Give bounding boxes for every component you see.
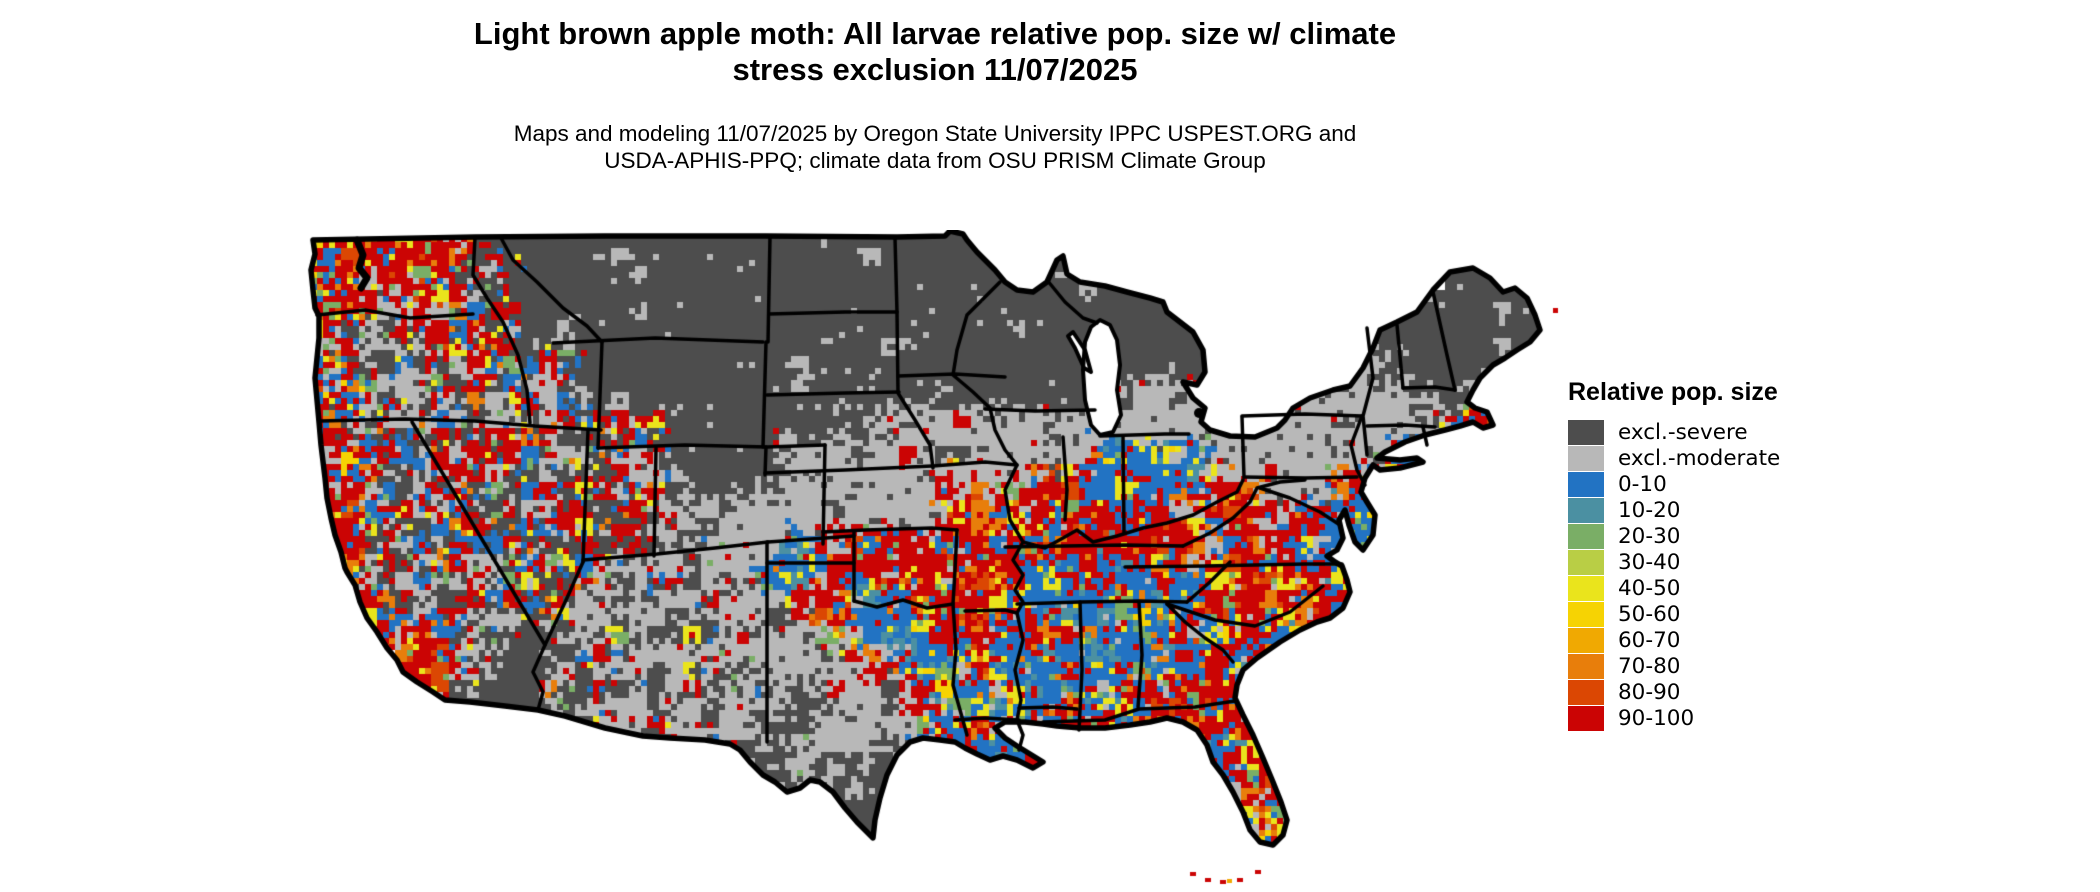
legend-label: 0-10 xyxy=(1618,471,1667,497)
map-credits-line2: USDA-APHIS-PPQ; climate data from OSU PR… xyxy=(604,148,1266,173)
legend-label: 90-100 xyxy=(1618,705,1695,731)
legend-label: 40-50 xyxy=(1618,575,1681,601)
legend-swatch xyxy=(1568,575,1604,601)
legend-label: 10-20 xyxy=(1618,497,1681,523)
legend-row: 30-40 xyxy=(1568,549,1868,575)
legend-row: 80-90 xyxy=(1568,679,1868,705)
map-title: Light brown apple moth: All larvae relat… xyxy=(0,16,1870,88)
us-risk-map xyxy=(305,230,1565,890)
legend-row: 90-100 xyxy=(1568,705,1868,731)
legend-row: 0-10 xyxy=(1568,471,1868,497)
legend-row: 20-30 xyxy=(1568,523,1868,549)
legend-label: 60-70 xyxy=(1618,627,1681,653)
legend-row: 70-80 xyxy=(1568,653,1868,679)
legend-swatch xyxy=(1568,653,1604,679)
map-credits-line1: Maps and modeling 11/07/2025 by Oregon S… xyxy=(513,121,1357,146)
legend-swatch xyxy=(1568,549,1604,575)
map-credits: Maps and modeling 11/07/2025 by Oregon S… xyxy=(0,120,1870,174)
legend-row: 40-50 xyxy=(1568,575,1868,601)
map-title-line1: Light brown apple moth: All larvae relat… xyxy=(473,16,1397,51)
legend-label: excl.-severe xyxy=(1618,419,1748,445)
legend-swatch xyxy=(1568,419,1604,445)
legend-row: 10-20 xyxy=(1568,497,1868,523)
legend-row: 50-60 xyxy=(1568,601,1868,627)
legend-label: 80-90 xyxy=(1618,679,1681,705)
map-title-line2: stress exclusion 11/07/2025 xyxy=(732,52,1138,87)
legend-label: excl.-moderate xyxy=(1618,445,1781,471)
legend-row: 60-70 xyxy=(1568,627,1868,653)
legend-swatch xyxy=(1568,705,1604,731)
legend-label: 20-30 xyxy=(1618,523,1681,549)
legend-swatch xyxy=(1568,471,1604,497)
us-map-canvas xyxy=(305,230,1565,890)
legend-swatch xyxy=(1568,523,1604,549)
legend-label: 50-60 xyxy=(1618,601,1681,627)
legend-swatch xyxy=(1568,679,1604,705)
legend-swatch xyxy=(1568,445,1604,471)
legend-swatch xyxy=(1568,601,1604,627)
legend-label: 30-40 xyxy=(1618,549,1681,575)
legend-swatch xyxy=(1568,627,1604,653)
legend: Relative pop. size excl.-severe excl.-mod… xyxy=(1568,378,1868,731)
legend-swatch xyxy=(1568,497,1604,523)
legend-row: excl.-moderate xyxy=(1568,445,1868,471)
legend-label: 70-80 xyxy=(1618,653,1681,679)
legend-title: Relative pop. size xyxy=(1568,378,1778,406)
legend-row: excl.-severe xyxy=(1568,419,1868,445)
legend-items: excl.-severe excl.-moderate 0-10 10-20 20-30… xyxy=(1568,419,1868,731)
